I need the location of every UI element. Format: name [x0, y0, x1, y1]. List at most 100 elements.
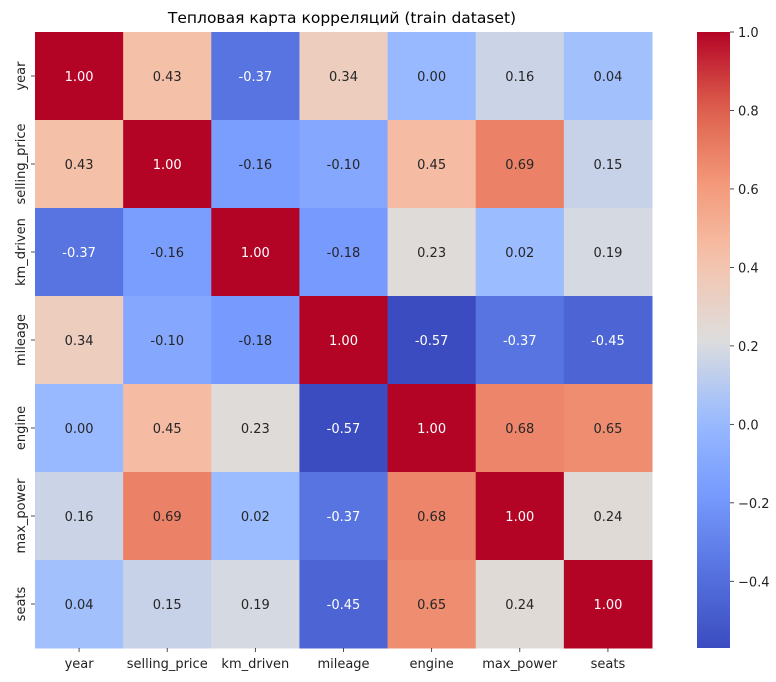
heatmap-cells: 1.00 0.43 -0.37 0.34 0.00 0.16 0.04 0.43 1.00 -0.… [35, 32, 653, 649]
heatmap-cell-mileage-km_driven [211, 296, 300, 385]
heatmap-cell-selling_price-selling_price [123, 120, 212, 209]
cell-value-label: -0.16 [150, 246, 184, 261]
heatmap-cell-max_power-mileage [299, 472, 389, 561]
y-tick-label-year: year [14, 61, 29, 91]
heatmap-cell-seats-selling_price [123, 560, 212, 649]
cell-value-label: 1.00 [153, 158, 182, 173]
y-tick-label-km_driven: km_driven [14, 218, 29, 286]
colorbar-tick-label: −0.4 [738, 575, 770, 590]
cell-value-label: -0.10 [327, 158, 361, 173]
cell-value-label: -0.45 [327, 598, 361, 613]
cell-value-label: 0.16 [505, 70, 534, 85]
x-tick-label-engine: engine [409, 657, 453, 672]
cell-value-label: 0.43 [153, 70, 182, 85]
heatmap-cell-engine-max_power [475, 384, 565, 473]
cell-value-label: -0.37 [239, 70, 273, 85]
heatmap-cell-km_driven-max_power [475, 208, 565, 297]
cell-value-label: 0.00 [65, 422, 94, 437]
cell-value-label: 0.15 [593, 158, 622, 173]
heatmap-cell-max_power-engine [387, 472, 477, 561]
cell-value-label: -0.18 [239, 334, 273, 349]
colorbar-gradient [697, 32, 730, 648]
heatmap-cell-year-selling_price [123, 32, 212, 121]
cell-value-label: 0.02 [241, 510, 270, 525]
heatmap-cell-engine-km_driven [211, 384, 300, 473]
cell-value-label: 0.02 [505, 246, 534, 261]
colorbar-tick-label: −0.2 [738, 497, 770, 512]
colorbar-tick-label: 0.2 [738, 340, 759, 355]
cell-value-label: -0.37 [327, 510, 361, 525]
heatmap-cell-max_power-selling_price [123, 472, 212, 561]
x-tick-label-max_power: max_power [482, 657, 558, 672]
cell-value-label: -0.37 [503, 334, 537, 349]
y-tick-label-max_power: max_power [14, 478, 29, 554]
heatmap-cell-selling_price-km_driven [211, 120, 300, 209]
cell-value-label: 0.69 [505, 158, 534, 173]
cell-value-label: -0.37 [62, 246, 96, 261]
heatmap-cell-km_driven-mileage [299, 208, 389, 297]
y-tick-label-engine: engine [14, 406, 29, 450]
cell-value-label: 0.45 [153, 422, 182, 437]
y-tick-label-selling_price: selling_price [14, 124, 29, 205]
cell-value-label: 1.00 [417, 422, 446, 437]
cell-value-label: 1.00 [593, 598, 622, 613]
cell-value-label: 0.24 [593, 510, 622, 525]
heatmap-cell-seats-seats [563, 560, 653, 649]
colorbar-tick-label: 0.8 [738, 104, 759, 119]
heatmap-cell-engine-selling_price [123, 384, 212, 473]
y-tick-label-seats: seats [14, 586, 29, 621]
heatmap-cell-seats-engine [387, 560, 477, 649]
x-tick-label-year: year [65, 657, 95, 672]
cell-value-label: 0.69 [153, 510, 182, 525]
heatmap-cell-selling_price-seats [563, 120, 653, 209]
heatmap-cell-year-km_driven [211, 32, 300, 121]
cell-value-label: -0.57 [327, 422, 361, 437]
cell-value-label: 1.00 [241, 246, 270, 261]
cell-value-label: -0.45 [591, 334, 625, 349]
heatmap-cell-year-max_power [475, 32, 565, 121]
cell-value-label: 0.23 [417, 246, 446, 261]
heatmap-cell-max_power-max_power [475, 472, 565, 561]
cell-value-label: -0.16 [239, 158, 273, 173]
cell-value-label: 0.23 [241, 422, 270, 437]
heatmap-cell-max_power-year [35, 472, 124, 561]
heatmap-cell-seats-km_driven [211, 560, 300, 649]
heatmap-cell-engine-seats [563, 384, 653, 473]
cell-value-label: 1.00 [505, 510, 534, 525]
x-tick-label-selling_price: selling_price [127, 657, 208, 672]
heatmap-cell-year-year [35, 32, 124, 121]
cell-value-label: 0.16 [65, 510, 94, 525]
cell-value-label: 0.68 [505, 422, 534, 437]
cell-value-label: 0.19 [241, 598, 270, 613]
heatmap-cell-mileage-year [35, 296, 124, 385]
cell-value-label: 0.65 [593, 422, 622, 437]
heatmap-cell-mileage-engine [387, 296, 477, 385]
colorbar-tick-label: 1.0 [738, 26, 759, 41]
heatmap-cell-mileage-seats [563, 296, 653, 385]
cell-value-label: 1.00 [329, 334, 358, 349]
x-tick-label-km_driven: km_driven [221, 657, 289, 672]
heatmap-cell-selling_price-engine [387, 120, 477, 209]
heatmap-cell-selling_price-year [35, 120, 124, 209]
heatmap-cell-engine-engine [387, 384, 477, 473]
heatmap-cell-max_power-seats [563, 472, 653, 561]
heatmap-cell-km_driven-seats [563, 208, 653, 297]
heatmap-cell-engine-mileage [299, 384, 389, 473]
heatmap-cell-selling_price-max_power [475, 120, 565, 209]
heatmap-cell-mileage-selling_price [123, 296, 212, 385]
heatmap-cell-mileage-max_power [475, 296, 565, 385]
colorbar-tick-label: 0.0 [738, 418, 759, 433]
heatmap-cell-seats-max_power [475, 560, 565, 649]
heatmap-cell-year-seats [563, 32, 653, 121]
colorbar-tick-label: 0.4 [738, 261, 759, 276]
heatmap-cell-selling_price-mileage [299, 120, 389, 209]
cell-value-label: 0.00 [417, 70, 446, 85]
heatmap-cell-year-engine [387, 32, 477, 121]
cell-value-label: 0.34 [329, 70, 358, 85]
x-axis: year selling_price km_driven mileage engine m… [65, 648, 625, 672]
cell-value-label: -0.57 [415, 334, 449, 349]
cell-value-label: 0.65 [417, 598, 446, 613]
heatmap-cell-km_driven-km_driven [211, 208, 300, 297]
